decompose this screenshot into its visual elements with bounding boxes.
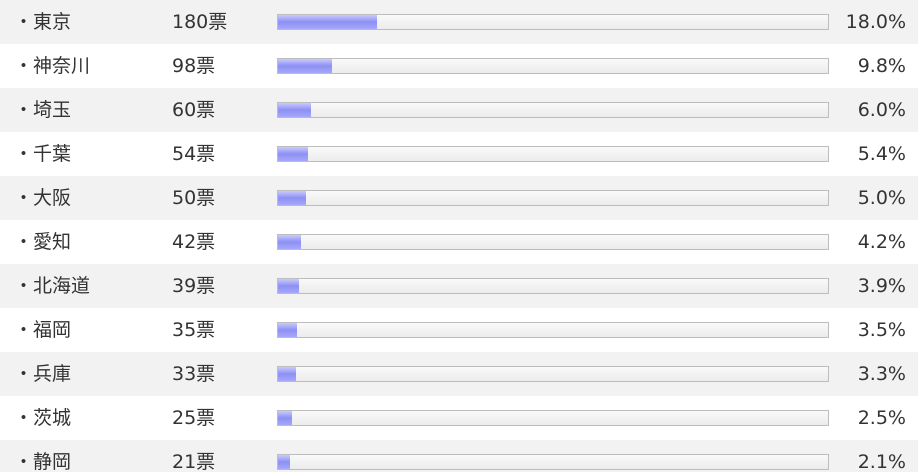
bar-fill xyxy=(278,103,311,117)
prefecture-label: ・神奈川 xyxy=(14,55,91,77)
bar-fill xyxy=(278,235,302,249)
percent-label: 3.3% xyxy=(857,363,906,385)
vote-count: 60票 xyxy=(172,99,216,121)
vote-count: 39票 xyxy=(172,275,216,297)
prefecture-label: ・北海道 xyxy=(14,275,91,297)
vote-count: 98票 xyxy=(172,55,216,77)
result-row: ・福岡 35票 3.5% xyxy=(0,308,918,352)
bar-track xyxy=(277,366,829,382)
bar-track xyxy=(277,146,829,162)
vote-count: 33票 xyxy=(172,363,216,385)
result-row: ・大阪 50票 5.0% xyxy=(0,176,918,220)
bar-fill xyxy=(278,411,292,425)
prefecture-label: ・愛知 xyxy=(14,231,72,253)
percent-label: 6.0% xyxy=(857,99,906,121)
bar-fill xyxy=(278,147,308,161)
vote-count: 42票 xyxy=(172,231,216,253)
result-row: ・千葉 54票 5.4% xyxy=(0,132,918,176)
bar-fill xyxy=(278,15,377,29)
prefecture-label: ・茨城 xyxy=(14,407,72,429)
percent-label: 9.8% xyxy=(857,55,906,77)
percent-label: 3.9% xyxy=(857,275,906,297)
prefecture-label: ・兵庫 xyxy=(14,363,72,385)
prefecture-label: ・千葉 xyxy=(14,143,72,165)
result-row: ・東京 180票 18.0% xyxy=(0,0,918,44)
result-row: ・埼玉 60票 6.0% xyxy=(0,88,918,132)
prefecture-label: ・東京 xyxy=(14,11,72,33)
percent-label: 5.4% xyxy=(857,143,906,165)
bar-track xyxy=(277,14,829,30)
percent-label: 4.2% xyxy=(857,231,906,253)
bar-fill xyxy=(278,279,300,293)
vote-count: 35票 xyxy=(172,319,216,341)
bar-fill xyxy=(278,367,297,381)
vote-count: 54票 xyxy=(172,143,216,165)
vote-count: 21票 xyxy=(172,451,216,472)
result-row: ・北海道 39票 3.9% xyxy=(0,264,918,308)
percent-label: 18.0% xyxy=(845,11,906,33)
result-row: ・神奈川 98票 9.8% xyxy=(0,44,918,88)
bar-fill xyxy=(278,323,298,337)
prefecture-label: ・大阪 xyxy=(14,187,72,209)
prefecture-label: ・静岡 xyxy=(14,451,72,472)
prefecture-label: ・福岡 xyxy=(14,319,72,341)
bar-fill xyxy=(278,455,290,469)
bar-track xyxy=(277,58,829,74)
vote-count: 180票 xyxy=(172,11,228,33)
bar-track xyxy=(277,322,829,338)
bar-fill xyxy=(278,59,332,73)
percent-label: 5.0% xyxy=(857,187,906,209)
bar-fill xyxy=(278,191,306,205)
result-row: ・静岡 21票 2.1% xyxy=(0,440,918,472)
result-row: ・愛知 42票 4.2% xyxy=(0,220,918,264)
bar-track xyxy=(277,234,829,250)
result-row: ・兵庫 33票 3.3% xyxy=(0,352,918,396)
percent-label: 3.5% xyxy=(857,319,906,341)
bar-track xyxy=(277,278,829,294)
bar-track xyxy=(277,190,829,206)
bar-track xyxy=(277,410,829,426)
percent-label: 2.1% xyxy=(857,451,906,472)
prefecture-label: ・埼玉 xyxy=(14,99,72,121)
bar-track xyxy=(277,454,829,470)
result-row: ・茨城 25票 2.5% xyxy=(0,396,918,440)
bar-track xyxy=(277,102,829,118)
vote-count: 50票 xyxy=(172,187,216,209)
percent-label: 2.5% xyxy=(857,407,906,429)
vote-count: 25票 xyxy=(172,407,216,429)
